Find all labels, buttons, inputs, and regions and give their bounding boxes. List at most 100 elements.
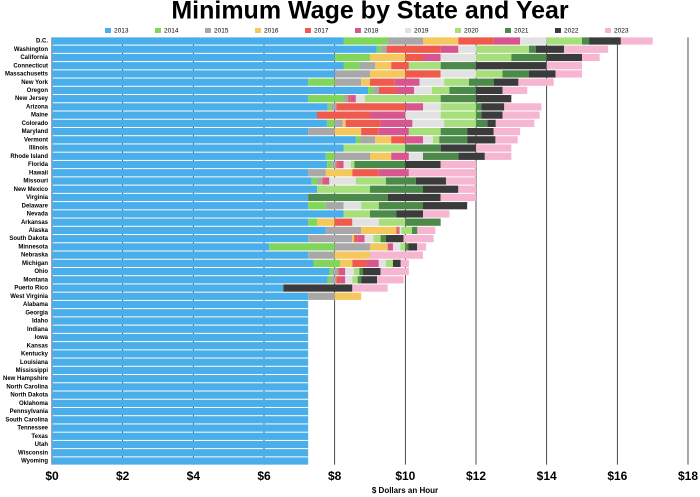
bar-segment (440, 45, 459, 53)
bar-segment (327, 160, 333, 169)
bar-segment (373, 86, 379, 95)
bar-segment (417, 226, 436, 235)
bar-segment (378, 86, 397, 95)
bar-segment (359, 62, 376, 70)
bar-segment (370, 111, 406, 119)
x-tick-label: $10 (395, 469, 415, 483)
legend-label: 2020 (464, 28, 479, 35)
y-tick-label: Arkansas (21, 220, 49, 226)
legend-label: 2013 (114, 28, 129, 35)
bar-segment (308, 292, 335, 300)
bar-segment (52, 160, 328, 169)
bar-segment (331, 276, 337, 284)
bar-segment (52, 136, 356, 144)
bar-segment (495, 136, 518, 144)
bar-segment (445, 177, 476, 185)
y-tick-label: Kentucky (21, 352, 49, 358)
bar-segment (440, 111, 476, 119)
bar-segment (412, 119, 445, 127)
bar-segment (52, 78, 309, 86)
bar-segment (476, 53, 512, 62)
bar-segment (336, 276, 340, 284)
bar-segment (334, 251, 370, 259)
bar-segment (385, 259, 393, 267)
bar-segment (52, 259, 314, 267)
bar-segment (317, 111, 370, 119)
bar-segment (370, 210, 397, 218)
bar-segment (476, 119, 488, 127)
bar-segment (370, 70, 406, 78)
y-tick-label: Colorado (22, 121, 49, 127)
bar-segment (589, 37, 621, 45)
bar-segment (563, 45, 609, 53)
x-tick-label: $6 (257, 469, 271, 483)
bar-segment (440, 160, 476, 169)
bar-segment (423, 210, 450, 218)
bar-segment (327, 276, 332, 284)
y-tick-label: Nebraska (21, 253, 49, 259)
bar-segment (476, 45, 529, 53)
legend-swatch (355, 28, 361, 33)
bar-segment (555, 70, 582, 78)
bar-segment (311, 177, 317, 185)
bar-segment (546, 53, 582, 62)
bar-segment (378, 169, 409, 177)
bar-segment (345, 267, 355, 276)
bar-segment (391, 152, 409, 160)
bar-segment (52, 152, 326, 160)
bar-segment (396, 210, 423, 218)
bar-segment (546, 62, 582, 70)
bar-segment (52, 366, 309, 375)
bar-segment (352, 259, 367, 267)
y-tick-label: Washington (14, 47, 48, 53)
bar-segment (343, 62, 360, 70)
bar-segment (343, 160, 351, 169)
bar-segment (408, 62, 441, 70)
bar-segment (52, 375, 309, 383)
bar-segment (332, 160, 337, 169)
y-tick-label: North Dakota (10, 393, 48, 399)
bar-segment (52, 235, 309, 243)
bar-segment (481, 103, 505, 111)
y-tick-label: Rhode Island (10, 154, 48, 160)
bar-segment (360, 136, 376, 144)
bar-segment (361, 78, 370, 86)
legend-label: 2018 (364, 28, 379, 35)
x-tick-label: $8 (328, 469, 342, 483)
bar-segment (405, 70, 441, 78)
bar-segment (511, 53, 547, 62)
bar-segment (334, 218, 353, 226)
bar-segment (502, 86, 528, 95)
bar-segment (364, 95, 441, 103)
bar-segment (431, 86, 450, 95)
bar-segment (408, 127, 441, 136)
bar-segment (458, 37, 494, 45)
bar-segment (392, 259, 401, 267)
bar-segment (361, 202, 379, 210)
bar-segment (308, 95, 344, 103)
bar-segment (52, 95, 309, 103)
bar-segment (338, 160, 344, 169)
bar-segment (336, 103, 406, 111)
bar-segment (476, 86, 503, 95)
bar-segment (357, 276, 362, 284)
bar-segment (423, 103, 441, 111)
bar-segment (352, 169, 379, 177)
y-tick-label: Tennessee (17, 426, 48, 432)
bar-segment (493, 78, 519, 86)
bar-segment (391, 62, 409, 70)
bar-segment (415, 177, 446, 185)
bar-segment (348, 95, 351, 103)
bar-segment (52, 284, 284, 292)
bar-segment (403, 235, 434, 243)
y-tick-label: D.C. (36, 39, 48, 45)
bar-segment (52, 226, 326, 235)
bar-segment (52, 111, 317, 119)
bar-segment (308, 78, 335, 86)
legend-swatch (105, 28, 111, 33)
bar-segment (52, 309, 309, 317)
bar-segment (52, 62, 344, 70)
bar-segment (476, 62, 547, 70)
x-tick-label: $14 (537, 469, 557, 483)
bar-segment (334, 152, 370, 160)
